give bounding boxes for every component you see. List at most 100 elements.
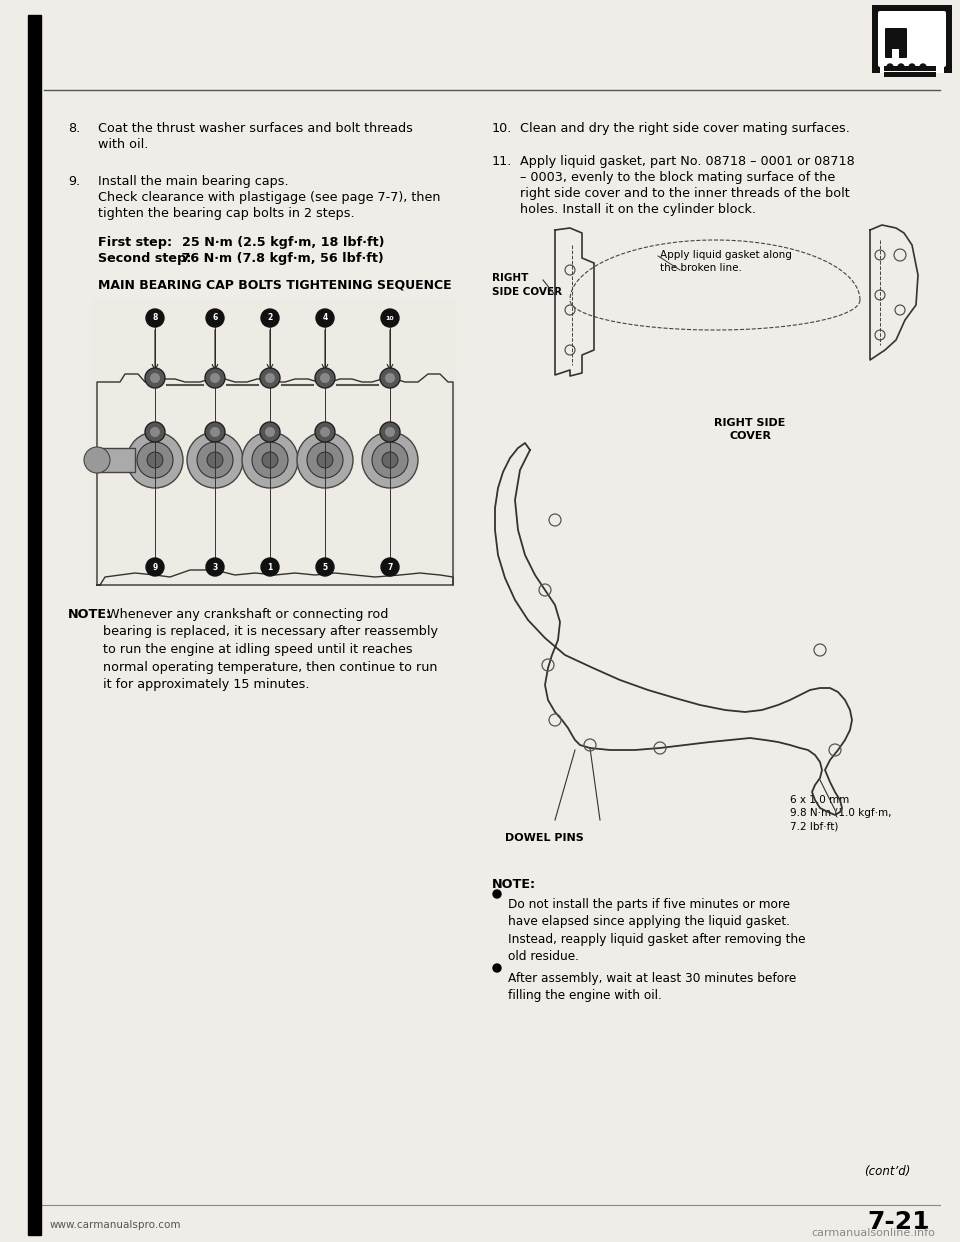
Circle shape <box>210 427 220 437</box>
Bar <box>884 72 936 77</box>
Circle shape <box>898 65 904 70</box>
Text: RIGHT
SIDE COVER: RIGHT SIDE COVER <box>492 273 562 297</box>
Text: (cont’d): (cont’d) <box>864 1165 910 1177</box>
Text: NOTE:: NOTE: <box>492 878 536 891</box>
Text: carmanualsonline.info: carmanualsonline.info <box>811 1228 935 1238</box>
Circle shape <box>493 964 501 972</box>
Circle shape <box>206 309 224 327</box>
Circle shape <box>260 368 280 388</box>
Text: RIGHT SIDE
COVER: RIGHT SIDE COVER <box>714 419 785 441</box>
Circle shape <box>362 432 418 488</box>
Circle shape <box>150 373 160 383</box>
Circle shape <box>317 452 333 468</box>
Text: Second step:: Second step: <box>98 252 191 265</box>
Text: First step:: First step: <box>98 236 172 248</box>
Text: 3: 3 <box>212 563 218 571</box>
Circle shape <box>207 452 223 468</box>
Text: 25 N·m (2.5 kgf·m, 18 lbf·ft): 25 N·m (2.5 kgf·m, 18 lbf·ft) <box>164 236 385 248</box>
Circle shape <box>145 368 165 388</box>
Circle shape <box>127 432 183 488</box>
Text: Coat the thrust washer surfaces and bolt threads: Coat the thrust washer surfaces and bolt… <box>98 122 413 135</box>
Circle shape <box>206 558 224 576</box>
FancyBboxPatch shape <box>878 11 946 67</box>
Text: 7-21: 7-21 <box>868 1210 930 1235</box>
Circle shape <box>146 558 164 576</box>
Bar <box>872 5 952 73</box>
Text: – 0003, evenly to the block mating surface of the: – 0003, evenly to the block mating surfa… <box>520 171 835 184</box>
Circle shape <box>381 558 399 576</box>
Circle shape <box>320 427 330 437</box>
Circle shape <box>380 422 400 442</box>
Circle shape <box>316 558 334 576</box>
Circle shape <box>147 452 163 468</box>
Circle shape <box>887 65 893 70</box>
Circle shape <box>316 309 334 327</box>
Text: Do not install the parts if five minutes or more
have elapsed since applying the: Do not install the parts if five minutes… <box>508 898 805 964</box>
Circle shape <box>920 65 926 70</box>
Circle shape <box>265 427 275 437</box>
Circle shape <box>315 368 335 388</box>
Circle shape <box>137 442 173 478</box>
Bar <box>884 66 936 71</box>
Circle shape <box>262 452 278 468</box>
Circle shape <box>381 309 399 327</box>
Text: Check clearance with plastigage (see page 7-7), then: Check clearance with plastigage (see pag… <box>98 191 441 204</box>
Bar <box>28 15 41 1235</box>
Bar <box>892 48 899 63</box>
Text: 5: 5 <box>323 563 327 571</box>
Circle shape <box>260 422 280 442</box>
Text: 6 x 1.0 mm
9.8 N·m (1.0 kgf·m,
7.2 lbf·ft): 6 x 1.0 mm 9.8 N·m (1.0 kgf·m, 7.2 lbf·f… <box>790 795 892 831</box>
Text: with oil.: with oil. <box>98 138 149 152</box>
Circle shape <box>385 427 395 437</box>
Circle shape <box>146 309 164 327</box>
Circle shape <box>242 432 298 488</box>
Text: 9: 9 <box>153 563 157 571</box>
Circle shape <box>297 432 353 488</box>
Circle shape <box>252 442 288 478</box>
Text: holes. Install it on the cylinder block.: holes. Install it on the cylinder block. <box>520 202 756 216</box>
Text: MAIN BEARING CAP BOLTS TIGHTENING SEQUENCE: MAIN BEARING CAP BOLTS TIGHTENING SEQUEN… <box>98 278 451 291</box>
Text: Apply liquid gasket along
the broken line.: Apply liquid gasket along the broken lin… <box>660 250 792 273</box>
Text: Whenever any crankshaft or connecting rod
bearing is replaced, it is necessary a: Whenever any crankshaft or connecting ro… <box>103 609 438 691</box>
Circle shape <box>380 368 400 388</box>
Circle shape <box>382 452 398 468</box>
Text: Apply liquid gasket, part No. 08718 – 0001 or 08718: Apply liquid gasket, part No. 08718 – 00… <box>520 155 854 168</box>
Text: Install the main bearing caps.: Install the main bearing caps. <box>98 175 289 188</box>
Text: 76 N·m (7.8 kgf·m, 56 lbf·ft): 76 N·m (7.8 kgf·m, 56 lbf·ft) <box>177 252 384 265</box>
Text: 8: 8 <box>153 313 157 323</box>
Text: 9.: 9. <box>68 175 80 188</box>
Circle shape <box>210 373 220 383</box>
Text: 2: 2 <box>268 313 273 323</box>
Text: 11.: 11. <box>492 155 513 168</box>
Circle shape <box>385 373 395 383</box>
Text: www.carmanualspro.com: www.carmanualspro.com <box>50 1220 181 1230</box>
Circle shape <box>205 422 225 442</box>
Circle shape <box>84 447 110 473</box>
Circle shape <box>372 442 408 478</box>
Circle shape <box>187 432 243 488</box>
Circle shape <box>320 373 330 383</box>
Circle shape <box>307 442 343 478</box>
Circle shape <box>265 373 275 383</box>
Text: NOTE:: NOTE: <box>68 609 112 621</box>
Text: 10: 10 <box>386 315 395 320</box>
Bar <box>92 301 456 585</box>
Circle shape <box>197 442 233 478</box>
Bar <box>880 21 944 73</box>
Circle shape <box>315 422 335 442</box>
Text: 4: 4 <box>323 313 327 323</box>
Circle shape <box>145 422 165 442</box>
Circle shape <box>261 558 279 576</box>
Text: Clean and dry the right side cover mating surfaces.: Clean and dry the right side cover matin… <box>520 122 850 135</box>
Text: After assembly, wait at least 30 minutes before
filling the engine with oil.: After assembly, wait at least 30 minutes… <box>508 972 796 1002</box>
Text: 8.: 8. <box>68 122 81 135</box>
Bar <box>97 448 135 472</box>
Text: DOWEL PINS: DOWEL PINS <box>505 833 584 843</box>
Text: 1: 1 <box>268 563 273 571</box>
FancyBboxPatch shape <box>885 29 907 58</box>
Text: 10.: 10. <box>492 122 513 135</box>
Circle shape <box>909 65 915 70</box>
Text: 7: 7 <box>387 563 393 571</box>
Circle shape <box>205 368 225 388</box>
Text: right side cover and to the inner threads of the bolt: right side cover and to the inner thread… <box>520 188 850 200</box>
